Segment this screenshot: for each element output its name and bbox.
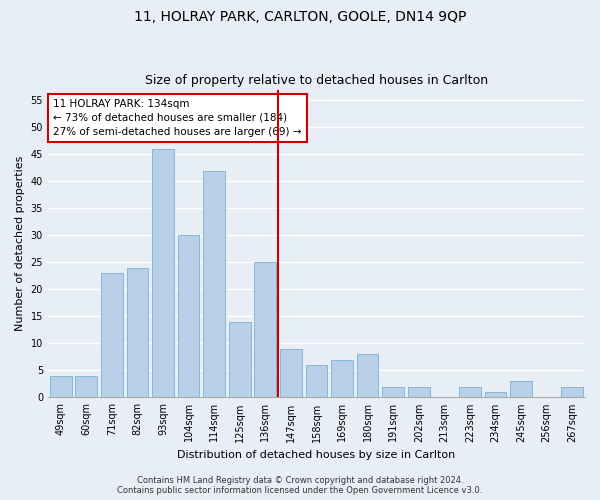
Y-axis label: Number of detached properties: Number of detached properties (15, 156, 25, 331)
Bar (408, 386, 430, 398)
Bar (178, 236, 199, 398)
Bar (101, 273, 123, 398)
Bar (331, 360, 353, 398)
X-axis label: Distribution of detached houses by size in Carlton: Distribution of detached houses by size … (178, 450, 455, 460)
Bar (357, 354, 379, 398)
Bar (127, 268, 148, 398)
Bar (203, 170, 225, 398)
Text: 11 HOLRAY PARK: 134sqm
← 73% of detached houses are smaller (184)
27% of semi-de: 11 HOLRAY PARK: 134sqm ← 73% of detached… (53, 99, 302, 137)
Bar (305, 365, 328, 398)
Bar (382, 386, 404, 398)
Text: 11, HOLRAY PARK, CARLTON, GOOLE, DN14 9QP: 11, HOLRAY PARK, CARLTON, GOOLE, DN14 9Q… (134, 10, 466, 24)
Bar (50, 376, 71, 398)
Bar (152, 149, 174, 398)
Bar (76, 376, 97, 398)
Title: Size of property relative to detached houses in Carlton: Size of property relative to detached ho… (145, 74, 488, 87)
Bar (254, 262, 276, 398)
Bar (510, 381, 532, 398)
Bar (280, 349, 302, 398)
Bar (229, 322, 251, 398)
Bar (485, 392, 506, 398)
Bar (562, 386, 583, 398)
Text: Contains HM Land Registry data © Crown copyright and database right 2024.
Contai: Contains HM Land Registry data © Crown c… (118, 476, 482, 495)
Bar (459, 386, 481, 398)
